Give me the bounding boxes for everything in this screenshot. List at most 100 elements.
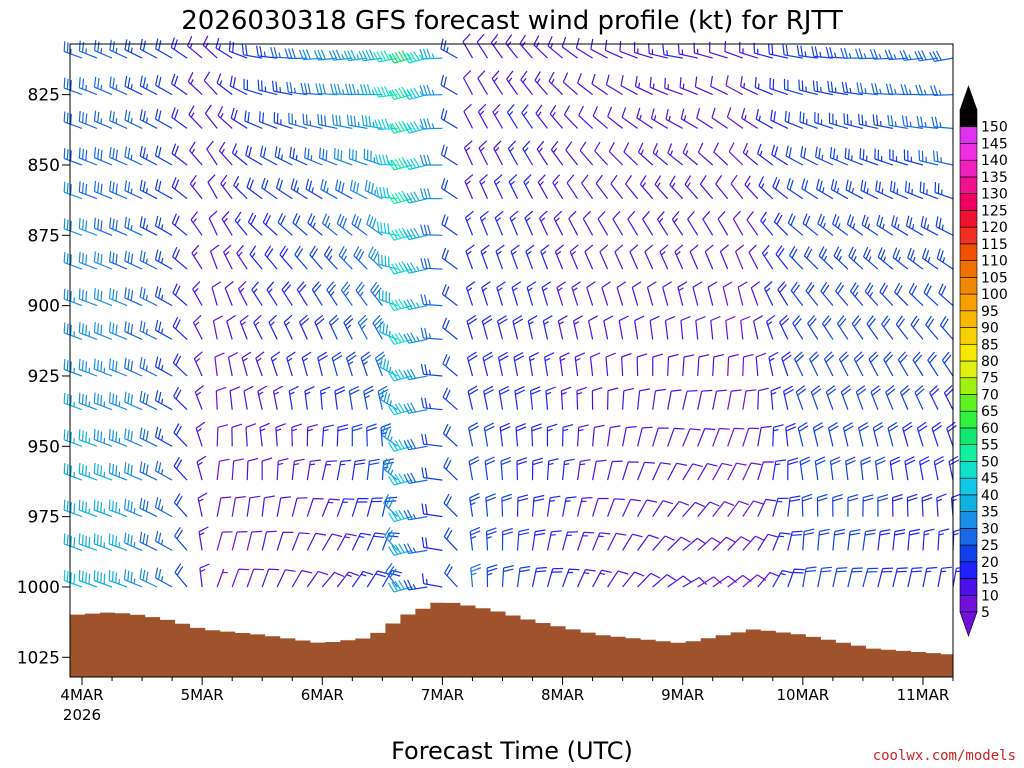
wind-barb — [109, 180, 128, 200]
wind-barb — [403, 472, 428, 484]
wind-barb — [108, 358, 128, 377]
wind-barb — [732, 210, 744, 236]
wind-barb — [652, 462, 671, 481]
wind-barb — [799, 456, 811, 481]
wind-barb — [710, 315, 721, 340]
wind-barb — [902, 421, 913, 447]
wind-barb — [697, 354, 710, 377]
wind-barb — [243, 78, 263, 96]
wind-barb — [174, 526, 188, 551]
wind-barb — [922, 528, 935, 551]
wind-barb — [211, 281, 222, 306]
wind-barb — [550, 140, 564, 166]
wind-barb — [154, 249, 173, 270]
wind-barb — [511, 281, 522, 306]
wind-barb — [742, 500, 764, 517]
wind-barb — [881, 315, 894, 340]
wind-barb — [766, 314, 776, 340]
wind-barb — [298, 49, 323, 61]
wind-barb — [403, 191, 428, 204]
wind-barb — [171, 143, 188, 166]
wind-barb — [860, 179, 879, 200]
wind-barb — [779, 314, 790, 340]
wind-barb — [679, 77, 698, 96]
wind-barb — [832, 213, 849, 236]
wind-barb — [506, 70, 518, 95]
wind-barb — [872, 114, 894, 129]
wind-barb — [874, 148, 894, 166]
wind-barb — [270, 351, 281, 377]
wind-barb — [500, 456, 512, 481]
wind-barb — [403, 227, 428, 241]
wind-barb — [910, 315, 924, 340]
wind-barb — [906, 493, 918, 517]
wind-barb — [735, 244, 745, 270]
wind-barb — [78, 570, 98, 588]
wind-barb — [802, 213, 819, 236]
wind-barb — [808, 351, 820, 377]
wind-barb — [258, 111, 278, 129]
wind-barb — [930, 85, 954, 96]
x-axis-label: Forecast Time (UTC) — [391, 737, 633, 765]
y-tick-label: 875 — [28, 226, 60, 246]
wind-barb — [381, 569, 403, 588]
wind-barb — [440, 108, 458, 129]
wind-barb — [481, 314, 493, 340]
colorbar-label: 110 — [981, 254, 1008, 270]
wind-barb — [464, 210, 474, 236]
wind-barb — [283, 314, 293, 340]
wind-barb — [351, 423, 363, 447]
wind-barb — [374, 118, 398, 130]
wind-barb — [835, 282, 849, 306]
wind-barb — [63, 111, 83, 129]
wind-barb — [226, 314, 236, 340]
wind-barb — [814, 456, 826, 481]
wind-barb — [154, 179, 173, 200]
wind-barb — [443, 493, 458, 518]
wind-barb — [941, 351, 954, 377]
wind-barb — [814, 112, 834, 129]
wind-barb — [387, 579, 413, 593]
wind-barb — [622, 571, 645, 588]
wind-barb — [757, 533, 779, 551]
wind-barb — [648, 43, 668, 59]
wind-barb — [832, 528, 846, 551]
wind-barb — [569, 244, 579, 270]
wind-barb — [380, 423, 392, 447]
wind-barb — [533, 35, 548, 59]
wind-barb — [366, 570, 388, 588]
wind-barb — [443, 457, 458, 481]
wind-barb — [712, 501, 735, 517]
wind-barb — [812, 422, 824, 447]
wind-barb — [321, 533, 343, 551]
wind-barb — [491, 70, 504, 95]
colorbar-label: 60 — [981, 421, 999, 437]
wind-barb — [139, 75, 158, 96]
wind-barb — [899, 385, 911, 410]
wind-barb — [607, 498, 625, 517]
wind-barb — [230, 107, 248, 129]
wind-barb — [387, 86, 413, 101]
wind-barb — [948, 455, 960, 481]
wind-barb — [727, 462, 747, 481]
wind-barb — [667, 536, 691, 551]
wind-barb — [276, 458, 289, 481]
wind-barb — [124, 109, 143, 129]
wind-barb — [366, 423, 377, 447]
wind-barb — [563, 105, 579, 129]
wind-barb — [581, 174, 594, 200]
wind-barb — [562, 496, 577, 517]
wind-barb — [885, 83, 908, 96]
wind-barb — [419, 154, 443, 166]
wind-barb — [209, 244, 220, 270]
wind-barb — [257, 385, 268, 410]
wind-barb — [637, 572, 661, 588]
wind-barb — [375, 186, 398, 200]
wind-barb — [403, 543, 428, 554]
wind-barb — [124, 357, 143, 377]
wind-barb — [197, 492, 208, 517]
wind-barb — [607, 387, 619, 410]
wind-barb — [257, 79, 278, 96]
wind-barb — [466, 314, 478, 340]
wind-barb — [244, 110, 263, 129]
